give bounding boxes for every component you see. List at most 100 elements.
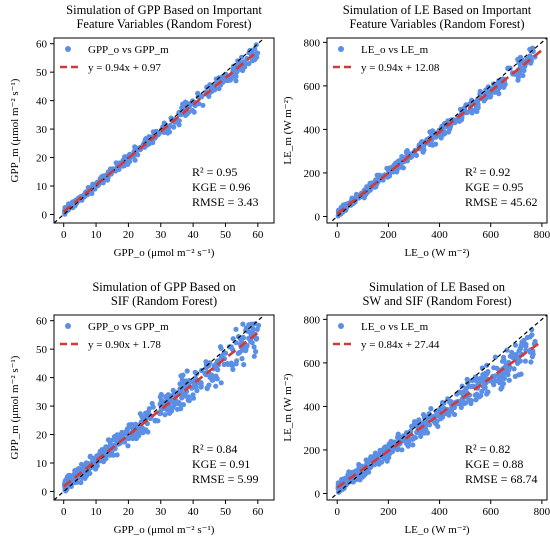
- y-tick-label: 200: [304, 445, 321, 457]
- x-tick-label: 0: [61, 506, 67, 518]
- x-tick-label: 0: [334, 229, 340, 241]
- scatter-point: [150, 139, 156, 146]
- scatter-point: [132, 157, 138, 163]
- scatter-point: [456, 118, 462, 124]
- scatter-point: [518, 371, 524, 377]
- scatter-point: [142, 137, 148, 143]
- scatter-point: [133, 435, 139, 442]
- scatter-point: [218, 353, 224, 359]
- scatter-point: [218, 380, 224, 386]
- scatter-point: [178, 406, 184, 412]
- identity-line: [328, 38, 547, 223]
- scatter-point: [399, 154, 405, 160]
- scatter-point: [116, 166, 122, 172]
- legend-fit-label: y = 0.90x + 1.78: [88, 339, 161, 351]
- scatter-point: [213, 76, 219, 82]
- plot-area: [54, 315, 266, 500]
- legend-fit-label: y = 0.94x + 12.08: [361, 62, 440, 74]
- y-tick-label: 60: [36, 316, 48, 328]
- x-axis-label: GPP_o (μmol m⁻² s⁻¹): [114, 524, 215, 536]
- scatter-point: [126, 422, 132, 428]
- scatter-point: [477, 91, 483, 97]
- x-tick-label: 10: [91, 229, 103, 241]
- y-tick-label: 40: [36, 373, 48, 385]
- scatter-point: [186, 398, 192, 404]
- y-axis-label: GPP_m (μmol m⁻² s⁻¹): [9, 355, 21, 459]
- scatter-point: [179, 377, 185, 383]
- scatter-point: [527, 46, 533, 53]
- scatter-point: [190, 395, 197, 401]
- chart-title: SIF (Random Forest): [111, 294, 217, 308]
- scatter-point: [216, 86, 222, 92]
- scatter-point: [518, 342, 524, 348]
- x-tick-label: 40: [188, 506, 200, 518]
- scatter-point: [507, 65, 513, 71]
- scatter-point: [479, 388, 485, 395]
- scatter-point: [206, 93, 212, 99]
- y-tick-label: 400: [304, 124, 321, 136]
- scatter-point: [492, 373, 498, 379]
- scatter-point: [473, 104, 479, 110]
- scatter-point: [101, 458, 107, 464]
- scatter-point: [162, 412, 168, 418]
- scatter-point: [476, 394, 482, 400]
- chart-title: Feature Variables (Random Forest): [76, 17, 251, 31]
- scatter-point: [166, 397, 172, 403]
- scatter-point: [498, 386, 504, 392]
- scatter-point: [464, 376, 470, 382]
- scatter-point: [240, 321, 246, 327]
- scatter-point: [230, 336, 236, 342]
- legend-scatter-label: GPP_o vs GPP_m: [88, 321, 169, 333]
- chart-title: SW and SIF (Random Forest): [362, 294, 511, 308]
- scatter-point: [490, 380, 497, 386]
- scatter-point: [229, 363, 235, 369]
- x-tick-label: 800: [534, 229, 550, 241]
- scatter-point: [176, 122, 182, 128]
- scatter-point: [157, 409, 164, 415]
- x-tick-label: 20: [123, 229, 135, 241]
- scatter-point: [428, 130, 434, 136]
- y-tick-label: 10: [36, 458, 48, 470]
- scatter-point: [176, 118, 182, 124]
- x-tick-label: 200: [380, 506, 397, 518]
- y-tick-label: 50: [36, 344, 48, 356]
- y-tick-label: 30: [36, 124, 48, 136]
- scatter-point: [238, 67, 244, 73]
- scatter-point: [254, 326, 260, 332]
- scatter-point: [198, 94, 205, 100]
- scatter-point: [512, 342, 519, 348]
- legend-point-marker: [338, 46, 344, 52]
- scatter-point: [473, 374, 479, 380]
- x-tick-label: 0: [334, 506, 340, 518]
- scatter-point: [194, 388, 200, 394]
- legend: LE_o vs LE_my = 0.84x + 27.44: [333, 321, 440, 351]
- scatter-point: [167, 410, 173, 416]
- scatter-point: [125, 443, 131, 449]
- scatter-point: [157, 394, 163, 400]
- scatter-point: [404, 441, 410, 447]
- scatter-point: [114, 452, 120, 458]
- scatter-point: [529, 332, 535, 338]
- scatter-point: [241, 362, 247, 368]
- scatter-point: [353, 194, 359, 200]
- y-axis-label: LE_m (W m⁻²): [282, 96, 294, 165]
- scatter-point: [246, 322, 252, 328]
- chart-title: Simulation of GPP Based on: [92, 280, 236, 294]
- scatter-point: [419, 140, 425, 146]
- scatter-point: [522, 358, 529, 364]
- scatter-point: [532, 338, 538, 345]
- scatter-point: [497, 378, 503, 384]
- x-tick-label: 30: [155, 506, 167, 518]
- x-tick-label: 60: [252, 506, 264, 518]
- scatter-point: [468, 398, 474, 404]
- x-tick-label: 50: [220, 506, 232, 518]
- scatter-point: [249, 47, 255, 53]
- scatter-point: [410, 442, 416, 448]
- scatter-point: [184, 368, 190, 374]
- scatter-point: [485, 92, 491, 98]
- scatter-point: [211, 363, 217, 369]
- scatter-point: [506, 377, 512, 383]
- scatter-point: [527, 53, 533, 59]
